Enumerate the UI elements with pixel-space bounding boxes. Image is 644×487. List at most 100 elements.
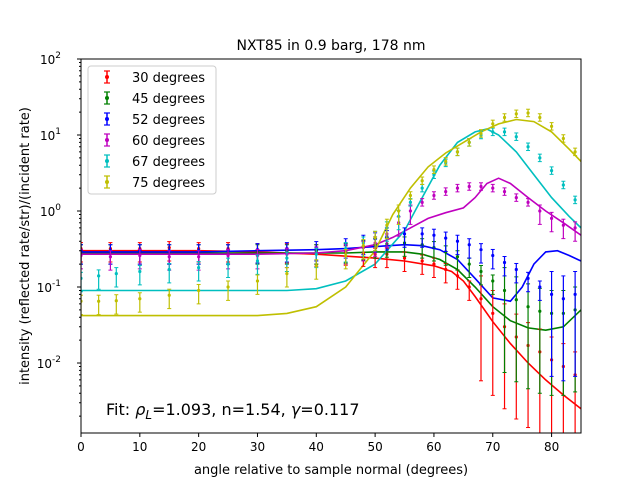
fit-curve (81, 243, 581, 303)
data-point (420, 183, 425, 193)
data-point (196, 261, 201, 282)
data-point (314, 259, 319, 280)
data-point (431, 228, 436, 250)
plot-frame (80, 58, 582, 434)
data-point (226, 257, 231, 279)
data-point (431, 165, 436, 174)
data-point (490, 119, 495, 129)
data-point (561, 134, 566, 143)
data-point (537, 204, 542, 225)
data-point (573, 221, 578, 242)
data-point (479, 275, 483, 382)
data-point (526, 271, 531, 293)
data-point (402, 227, 407, 248)
data-point (526, 283, 531, 390)
data-point (526, 108, 531, 118)
fit-curve (81, 177, 581, 255)
y-tick-label: 10-2 (37, 355, 61, 371)
data-point (490, 248, 495, 270)
data-point (373, 230, 378, 252)
data-point (167, 262, 172, 284)
data-point (514, 132, 519, 141)
data-point (455, 183, 460, 193)
fit-annotation: Fit: ρL=1.093, n=1.54, γ=0.117 (106, 400, 360, 422)
data-point (467, 138, 472, 147)
rho-symbol: ρ (135, 400, 145, 419)
y-tick-label: 100 (40, 203, 61, 219)
fit-curve (81, 249, 581, 410)
data-point (490, 127, 495, 137)
fit-curve (81, 251, 581, 332)
data-point (343, 248, 348, 270)
legend-label: 60 degrees (132, 134, 205, 149)
data-point (490, 289, 495, 396)
data-point (490, 183, 495, 193)
data-point (514, 262, 519, 284)
x-tick-label: 50 (367, 440, 382, 454)
data-point (396, 204, 401, 225)
data-point (108, 250, 113, 271)
data-point (284, 267, 289, 288)
legend-label: 52 degrees (132, 113, 205, 128)
x-tick-label: 0 (77, 440, 85, 454)
y-tick-label: 10-1 (37, 279, 61, 295)
data-point (196, 283, 201, 305)
data-point (573, 147, 578, 157)
data-point (420, 227, 425, 248)
data-point (514, 276, 519, 383)
fit-middle: =1.093, n=1.54, (152, 400, 291, 419)
data-point (255, 274, 260, 295)
data-point (502, 113, 507, 122)
legend-label: 30 degrees (132, 71, 205, 86)
data-point (443, 187, 448, 196)
data-point (431, 191, 436, 200)
data-point (455, 234, 460, 256)
data-point (226, 280, 231, 301)
data-point (467, 238, 472, 259)
legend-item: 45 degrees (104, 91, 205, 107)
fit-curves (81, 118, 581, 410)
data-point (537, 280, 542, 301)
x-tick-label: 20 (191, 440, 206, 454)
gamma-symbol: γ (291, 400, 302, 419)
y-tick-label: 101 (40, 127, 61, 143)
y-tick-label: 102 (40, 51, 61, 67)
data-point (443, 157, 448, 166)
data-point (549, 211, 554, 233)
data-point (255, 254, 260, 275)
data-point (114, 267, 119, 288)
data-point (537, 113, 542, 122)
data-point (479, 264, 483, 286)
data-point (384, 218, 389, 240)
data-point (420, 176, 425, 186)
data-point (479, 129, 483, 138)
data-point (537, 287, 542, 394)
legend: 30 degrees 45 degrees 52 degrees 60 degrees… (87, 65, 217, 195)
data-point (361, 239, 366, 260)
data-point (573, 195, 578, 205)
data-point (561, 218, 566, 240)
data-point (443, 231, 448, 252)
data-point (96, 294, 101, 316)
data-point (479, 243, 483, 264)
data-point (549, 270, 554, 377)
y-axis: 10-2 10-1 100 101 102 (37, 51, 81, 417)
legend-label: 45 degrees (132, 92, 205, 107)
legend-item: 30 degrees (104, 70, 205, 86)
data-point (561, 275, 566, 382)
x-tick-label: 80 (544, 440, 559, 454)
legend-label: 67 degrees (132, 155, 205, 170)
legend-item: 60 degrees (104, 133, 205, 149)
x-tick-label: 70 (485, 440, 500, 454)
data-point (114, 294, 119, 315)
chart-title: NXT85 in 0.9 barg, 178 nm (236, 38, 425, 54)
rho-subscript: L (145, 408, 152, 422)
data-point (490, 274, 495, 295)
data-point (502, 267, 507, 374)
legend-label: 75 degrees (132, 176, 205, 191)
data-point (549, 166, 554, 175)
data-point (502, 256, 507, 277)
x-axis-label: angle relative to sample normal (degrees… (194, 463, 468, 478)
data-point (502, 127, 507, 137)
legend-item: 52 degrees (104, 112, 205, 128)
